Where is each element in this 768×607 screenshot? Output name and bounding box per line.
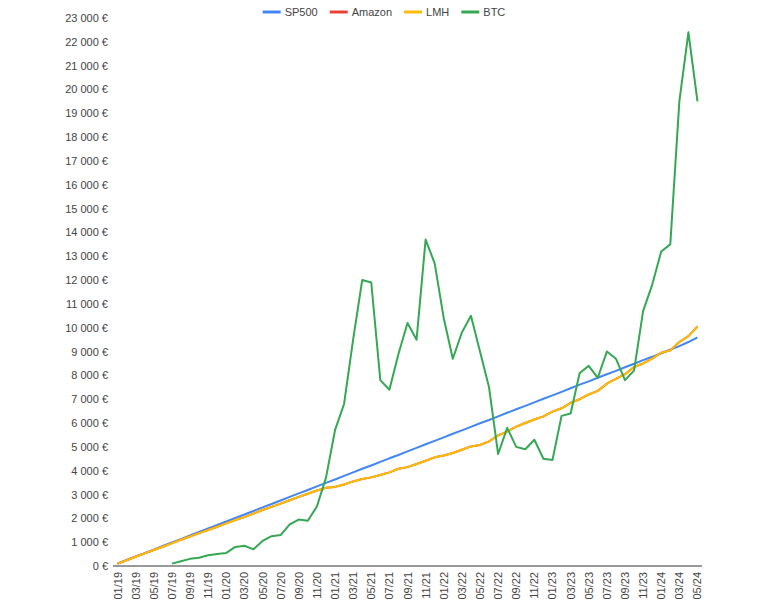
legend-swatch — [263, 11, 281, 14]
x-tick-label: 09/23 — [619, 572, 631, 600]
y-tick-label: 19 000 € — [65, 107, 108, 119]
x-tick-label: 03/22 — [456, 572, 468, 600]
x-tick-label: 05/22 — [474, 572, 486, 600]
y-tick-label: 2 000 € — [71, 512, 108, 524]
legend-label: LMH — [426, 6, 449, 18]
y-tick-label: 3 000 € — [71, 489, 108, 501]
x-tick-label: 11/19 — [202, 572, 214, 599]
y-tick-label: 6 000 € — [71, 417, 108, 429]
series-line — [172, 32, 698, 563]
x-tick-label: 03/23 — [565, 572, 577, 600]
x-tick-label: 11/21 — [420, 572, 432, 599]
y-tick-label: 0 € — [93, 560, 108, 572]
x-tick-label: 11/20 — [311, 572, 323, 599]
plot-area — [118, 32, 698, 563]
y-tick-label: 12 000 € — [65, 274, 108, 286]
x-tick-label: 01/21 — [329, 572, 341, 600]
x-tick-label: 01/20 — [220, 572, 232, 600]
x-tick-label: 09/20 — [293, 572, 305, 600]
x-tick-label: 07/20 — [275, 572, 287, 600]
y-tick-label: 15 000 € — [65, 203, 108, 215]
y-tick-label: 1 000 € — [71, 536, 108, 548]
y-tick-label: 13 000 € — [65, 250, 108, 262]
y-tick-label: 11 000 € — [66, 298, 108, 310]
x-tick-label: 05/24 — [691, 572, 703, 600]
x-axis-line — [113, 566, 702, 567]
y-tick-label: 10 000 € — [65, 322, 108, 334]
x-tick-label: 03/24 — [673, 572, 685, 600]
y-tick-label: 8 000 € — [71, 369, 108, 381]
x-tick-label: 05/20 — [257, 572, 269, 600]
chart: 0 € 1 000 € 2 000 € 3 000 € 4 000 € 5 000 € 6 … — [0, 0, 768, 607]
x-tick-label: 09/22 — [510, 572, 522, 600]
legend-swatch — [461, 11, 479, 14]
x-tick-label: 09/19 — [184, 572, 196, 600]
x-tick-label: 01/24 — [655, 572, 667, 600]
x-tick-label: 11/23 — [637, 572, 649, 599]
x-tick-label: 05/21 — [365, 572, 377, 600]
y-tick-label: 14 000 € — [65, 226, 108, 238]
x-tick-label: 01/23 — [546, 572, 558, 600]
y-tick-label: 4 000 € — [71, 465, 108, 477]
legend-label: Amazon — [352, 6, 392, 18]
x-tick-label: 07/19 — [166, 572, 178, 600]
x-tick-label: 05/23 — [583, 572, 595, 600]
x-tick-label: 07/21 — [383, 572, 395, 600]
y-tick-label: 20 000 € — [65, 83, 108, 95]
x-tick-label: 03/20 — [238, 572, 250, 600]
x-tick-label: 05/19 — [148, 572, 160, 600]
x-tick-label: 03/19 — [130, 572, 142, 600]
series-line — [118, 337, 698, 563]
y-tick-label: 21 000 € — [65, 60, 108, 72]
x-tick-label: 07/23 — [601, 572, 613, 600]
y-tick-label: 23 000 € — [65, 12, 108, 24]
x-tick-label: 03/21 — [347, 572, 359, 600]
x-tick-label: 01/19 — [112, 572, 124, 600]
legend-swatch — [330, 11, 348, 14]
y-tick-label: 5 000 € — [71, 441, 108, 453]
y-tick-label: 16 000 € — [65, 179, 108, 191]
x-tick-label: 11/22 — [528, 572, 540, 599]
x-tick-label: 07/22 — [492, 572, 504, 600]
x-tick-label: 01/22 — [438, 572, 450, 600]
legend-swatch — [404, 11, 422, 14]
legend-label: BTC — [483, 6, 505, 18]
y-tick-label: 22 000 € — [65, 36, 108, 48]
legend-label: SP500 — [285, 6, 318, 18]
y-tick-label: 7 000 € — [71, 393, 108, 405]
series-line — [118, 327, 698, 564]
legend: SP500 Amazon LMH BTC — [263, 6, 506, 18]
x-tick-label: 09/21 — [402, 572, 414, 600]
y-tick-label: 9 000 € — [71, 346, 108, 358]
y-tick-label: 18 000 € — [65, 131, 108, 143]
series-line — [118, 327, 698, 564]
y-tick-label: 17 000 € — [65, 155, 108, 167]
